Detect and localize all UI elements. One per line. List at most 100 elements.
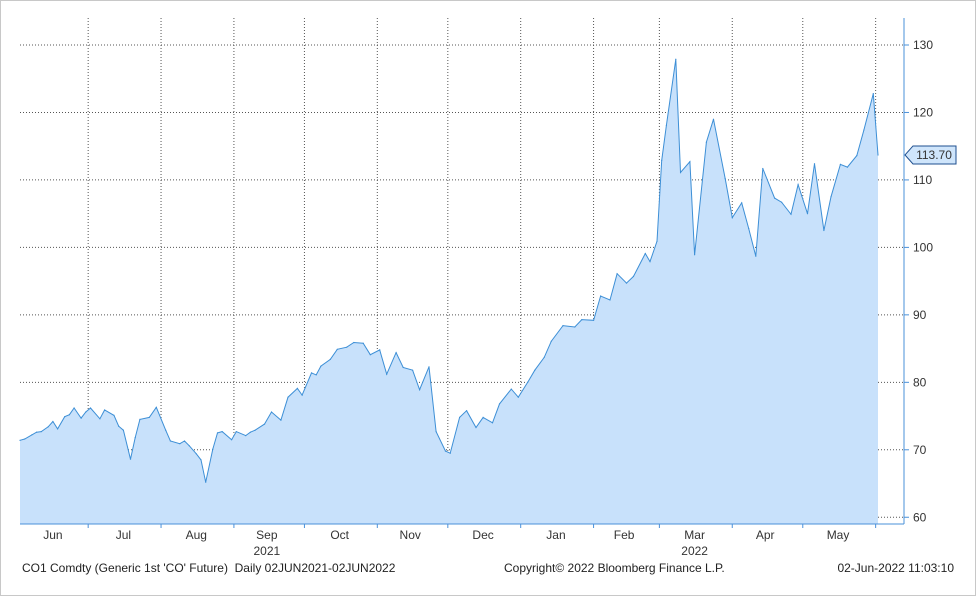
data-point-108: [813, 163, 816, 165]
data-point-79: [581, 319, 583, 321]
data-point-110: [830, 196, 832, 198]
data-point-115: [872, 93, 874, 95]
data-point-101: [755, 255, 757, 257]
data-point-87: [649, 261, 651, 263]
month-label-nov: Nov: [400, 528, 421, 542]
data-point-27: [183, 440, 186, 442]
year-label-2021: 2021: [253, 544, 280, 558]
data-point-40: [263, 423, 266, 425]
y-tick-label-80: 80: [913, 375, 927, 389]
data-point-50: [336, 348, 338, 350]
data-point-99: [741, 202, 743, 204]
axis-layer: [20, 18, 909, 528]
data-point-59: [412, 369, 414, 371]
data-point-63: [444, 450, 447, 452]
data-point-82: [609, 299, 611, 301]
data-point-95: [705, 141, 708, 143]
month-label-mar: Mar: [684, 528, 705, 542]
data-point-113: [856, 155, 858, 157]
data-point-96: [712, 118, 715, 120]
data-point-83: [616, 273, 618, 275]
month-label-jun: Jun: [43, 528, 62, 542]
data-point-32: [212, 448, 214, 450]
data-point-105: [790, 213, 792, 215]
y-tick-label-100: 100: [913, 240, 933, 254]
data-point-17: [118, 425, 120, 427]
footer-copyright: Copyright© 2022 Bloomberg Finance L.P.: [504, 561, 725, 575]
data-point-18: [122, 429, 124, 431]
data-point-0: [19, 439, 21, 441]
last-value-callout: 113.70: [904, 145, 957, 165]
y-tick-label-120: 120: [913, 105, 933, 119]
data-point-107: [806, 213, 809, 215]
data-point-26: [179, 443, 181, 445]
data-point-41: [270, 411, 273, 413]
data-point-81: [600, 295, 602, 297]
label-layer: 60 70 80 90 100 110 120 130 Jun Jul Aug Sep Oct Nov De…: [43, 38, 957, 558]
data-point-30: [200, 459, 202, 461]
data-point-104: [781, 201, 783, 203]
y-tick-label-130: 130: [913, 38, 933, 52]
data-point-4: [40, 431, 42, 433]
data-point-69: [491, 422, 494, 424]
data-point-106: [797, 184, 799, 186]
data-point-52: [353, 341, 355, 344]
data-point-12: [85, 411, 87, 413]
data-point-43: [287, 396, 289, 398]
data-point-57: [395, 352, 397, 354]
data-point-24: [165, 429, 167, 431]
data-point-93: [689, 161, 691, 163]
data-point-48: [320, 365, 322, 367]
data-point-1: [24, 438, 26, 440]
data-point-55: [379, 349, 381, 351]
data-point-14: [99, 418, 101, 420]
area-layer: [19, 58, 879, 524]
month-label-jan: Jan: [546, 528, 565, 542]
data-point-84: [625, 282, 628, 284]
price-area-fill: [20, 59, 878, 524]
data-point-92: [679, 171, 682, 174]
data-point-7: [57, 428, 59, 430]
y-tick-label-110: 110: [913, 173, 932, 187]
data-point-111: [839, 163, 842, 165]
data-point-109: [823, 229, 825, 232]
y-tick-label-60: 60: [913, 510, 927, 524]
data-point-33: [216, 432, 219, 434]
data-point-90: [665, 124, 668, 126]
data-point-88: [656, 240, 658, 242]
y-tick-label-90: 90: [913, 308, 927, 322]
data-point-15: [104, 409, 106, 411]
data-point-114: [863, 129, 865, 131]
month-label-jul: Jul: [116, 528, 131, 542]
data-point-53: [362, 342, 364, 344]
data-point-97: [724, 178, 726, 180]
data-point-20: [134, 437, 136, 439]
data-point-86: [644, 252, 646, 255]
data-point-64: [449, 452, 451, 454]
data-point-67: [475, 426, 477, 429]
data-point-37: [245, 435, 247, 437]
data-point-19: [129, 458, 132, 460]
data-point-51: [346, 346, 348, 348]
data-point-76: [550, 340, 552, 342]
data-point-46: [310, 372, 313, 374]
data-point-100: [748, 227, 750, 230]
data-point-28: [188, 445, 190, 447]
data-point-3: [35, 431, 38, 433]
last-value-badge: [904, 145, 957, 165]
last-value-text: 113.70: [916, 148, 952, 162]
data-point-72: [517, 396, 519, 398]
data-point-98: [731, 217, 733, 219]
data-point-34: [221, 431, 223, 433]
data-point-42: [280, 419, 282, 421]
data-point-29: [195, 453, 197, 455]
data-point-70: [498, 403, 501, 405]
data-point-25: [169, 440, 171, 442]
data-point-22: [148, 416, 150, 418]
security-name: CO1 Comdty (Generic 1st 'CO' Future): [22, 561, 228, 575]
data-point-6: [52, 420, 54, 423]
data-point-2: [31, 434, 33, 436]
data-point-38: [249, 431, 251, 433]
data-point-102: [762, 167, 764, 170]
data-point-16: [113, 414, 115, 416]
